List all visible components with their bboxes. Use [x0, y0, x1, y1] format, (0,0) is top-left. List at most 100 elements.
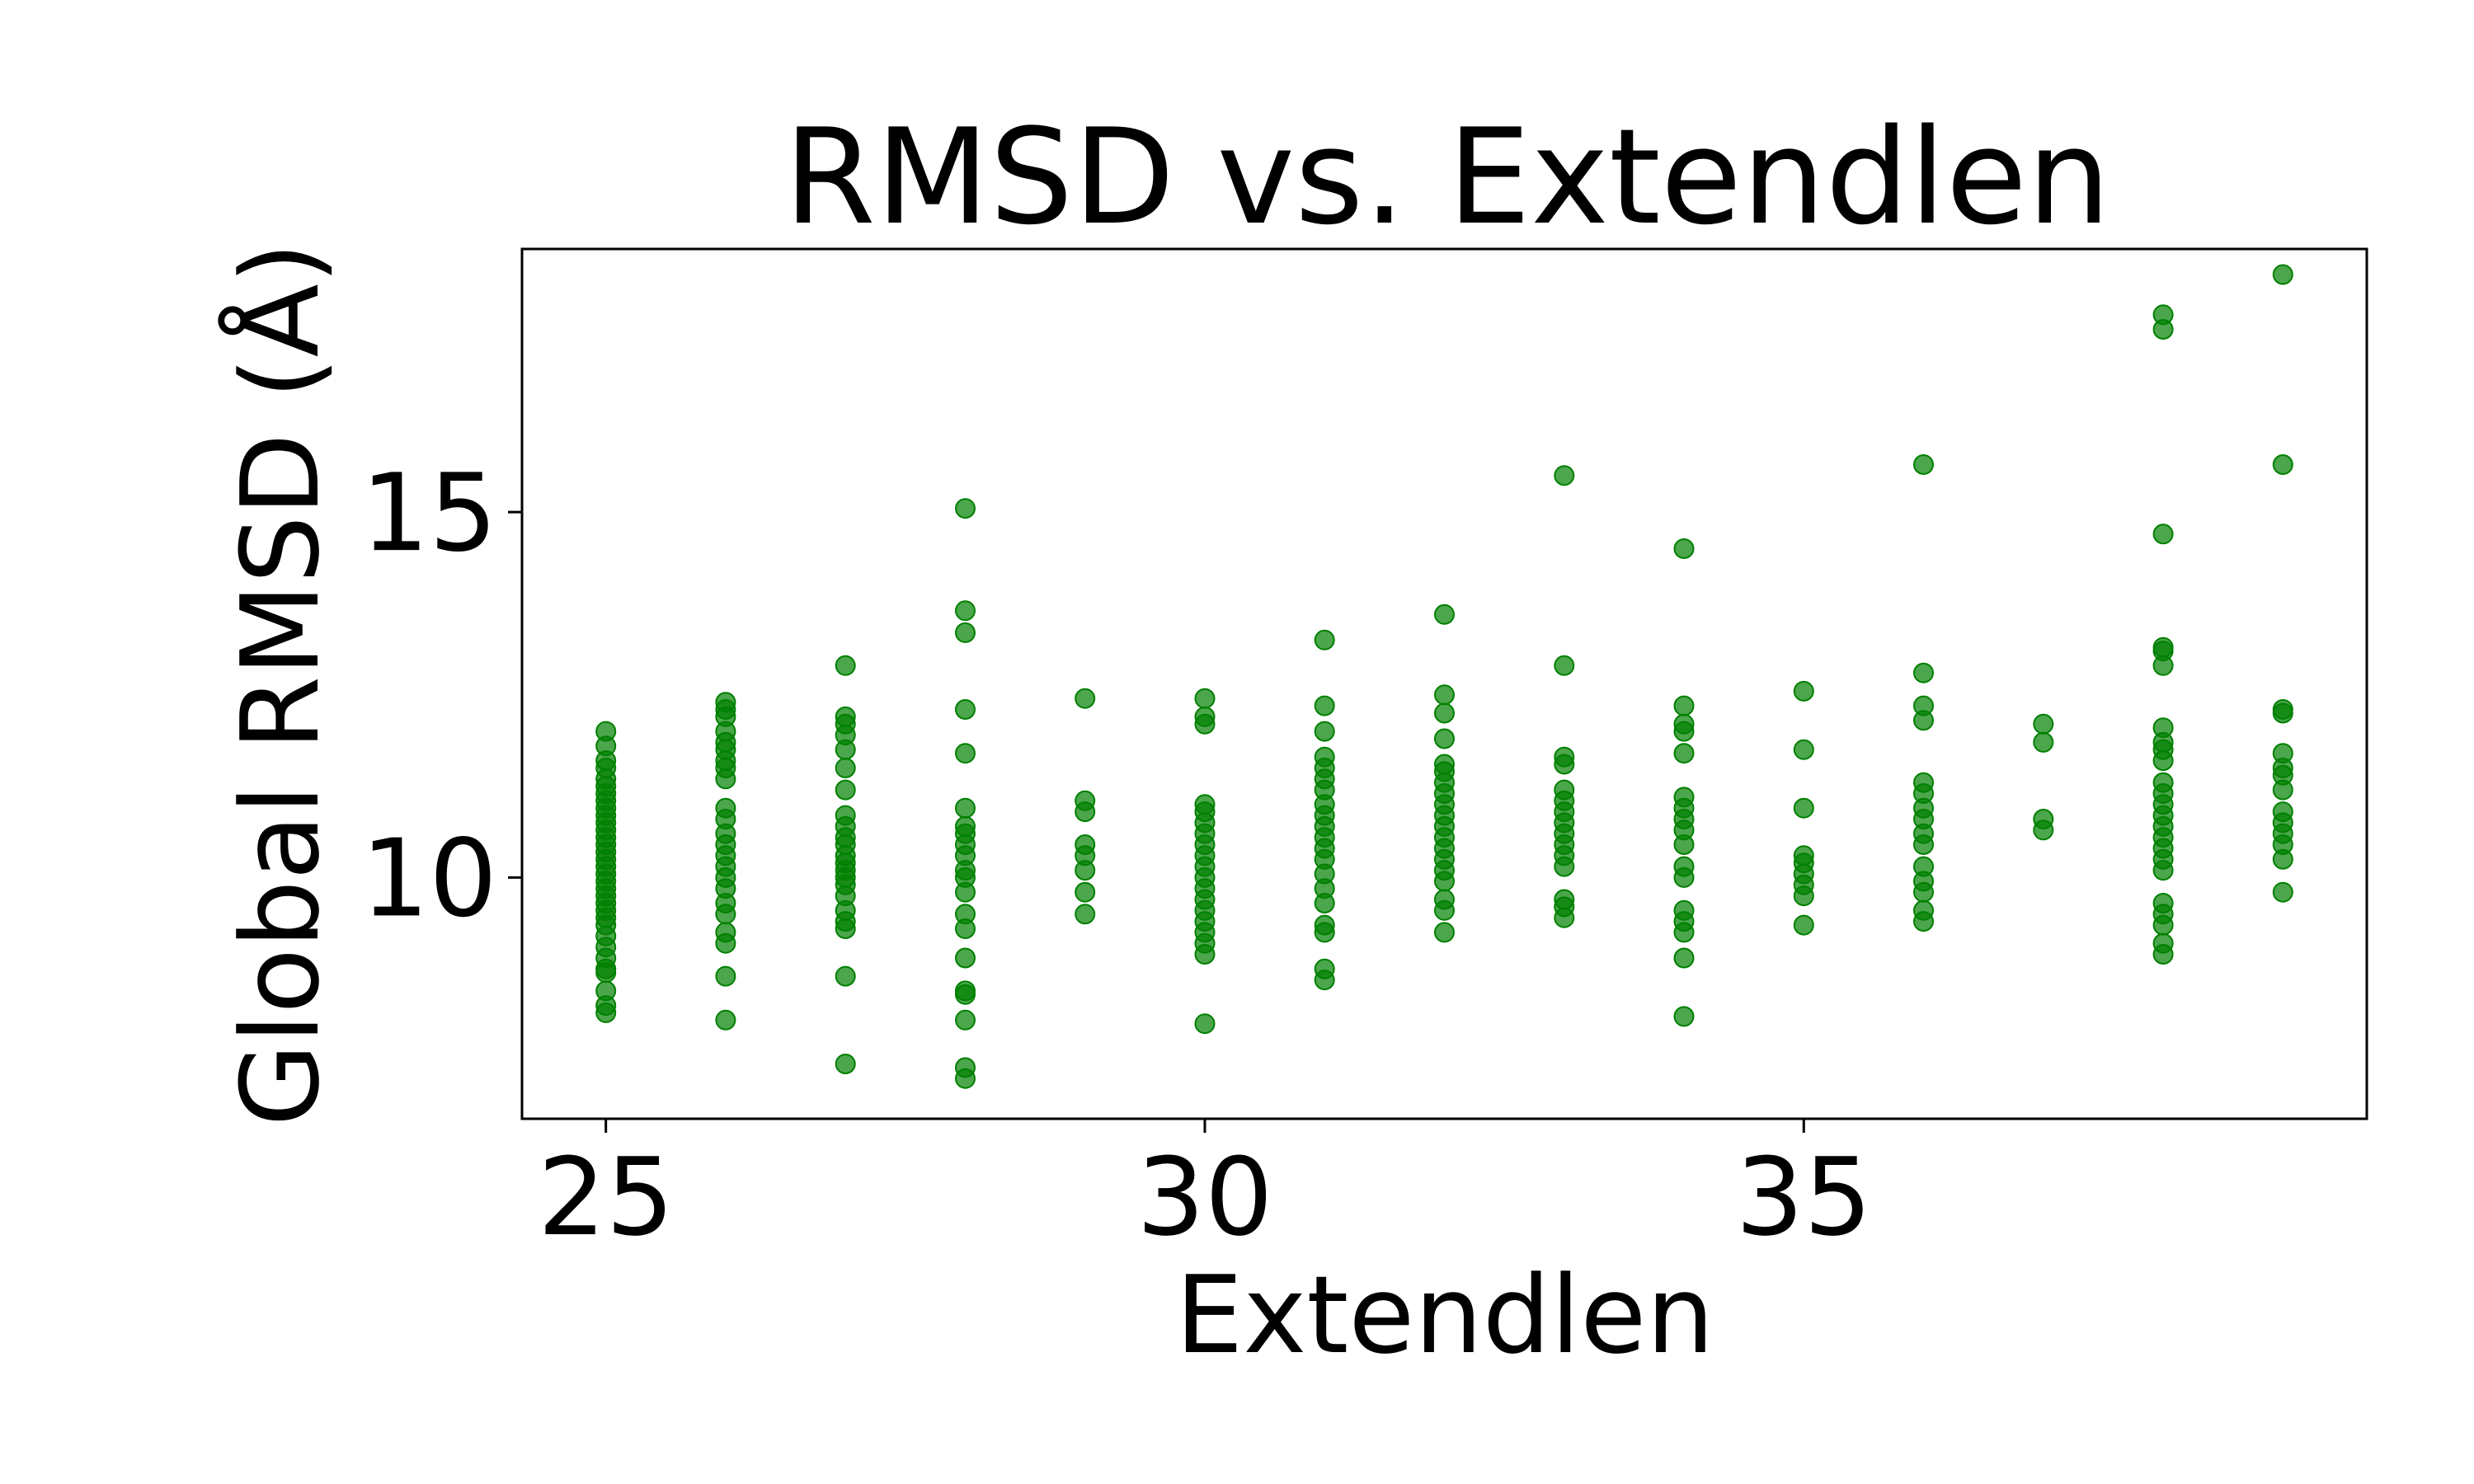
data-point — [2152, 524, 2174, 545]
data-point — [955, 699, 976, 720]
data-point — [1434, 754, 1455, 775]
data-point — [715, 692, 736, 713]
data-point — [835, 1054, 856, 1074]
data-point — [1075, 881, 1096, 903]
data-point — [1673, 947, 1695, 969]
x-axis-label: Extendlen — [1175, 1252, 1714, 1378]
data-point — [1913, 772, 1934, 793]
data-point — [2152, 893, 2174, 913]
data-point — [1793, 914, 1814, 936]
data-point — [715, 797, 736, 819]
data-point — [595, 980, 617, 1002]
data-point — [715, 965, 736, 987]
data-point — [1793, 739, 1814, 760]
data-point — [1554, 889, 1575, 910]
data-point — [1075, 904, 1096, 925]
data-point — [2152, 772, 2174, 793]
data-point — [595, 721, 617, 742]
data-point — [1434, 889, 1455, 910]
data-point — [955, 1009, 976, 1031]
data-point — [1314, 958, 1335, 979]
data-point — [955, 498, 976, 519]
data-point — [835, 706, 856, 727]
x-axis-ticks: 25 30 35 — [538, 1119, 1872, 1260]
data-point — [715, 922, 736, 943]
data-point — [835, 655, 856, 676]
data-point — [1793, 797, 1814, 819]
data-point — [1554, 779, 1575, 801]
data-point — [1793, 845, 1814, 866]
data-point — [955, 622, 976, 643]
data-point — [955, 947, 976, 969]
data-point — [2033, 809, 2054, 829]
data-point — [1434, 922, 1455, 943]
data-point — [2272, 264, 2293, 285]
data-point — [2152, 304, 2174, 326]
data-point — [955, 1057, 976, 1078]
x-tick-label: 35 — [1736, 1134, 1872, 1260]
data-point — [1793, 680, 1814, 702]
chart-title: RMSD vs. Extendlen — [784, 100, 2111, 254]
data-point — [1075, 834, 1096, 855]
data-point — [955, 600, 976, 622]
data-point — [955, 904, 976, 925]
data-point — [1434, 728, 1455, 749]
data-point — [2033, 713, 2054, 735]
data-point — [955, 797, 976, 819]
data-point — [2272, 801, 2293, 823]
data-point — [835, 805, 856, 826]
data-point — [1075, 688, 1096, 709]
data-point — [1673, 787, 1695, 808]
y-tick-label: 10 — [361, 815, 497, 941]
data-point — [1913, 856, 1934, 877]
data-point — [955, 743, 976, 764]
data-point — [1673, 743, 1695, 764]
data-points — [595, 264, 2293, 1089]
data-point — [1554, 465, 1575, 486]
data-point — [1554, 746, 1575, 768]
x-tick-label: 25 — [538, 1134, 674, 1260]
data-point — [2272, 454, 2293, 475]
x-tick-label: 30 — [1136, 1134, 1272, 1260]
data-point — [1194, 794, 1216, 815]
data-point — [1673, 1006, 1695, 1027]
y-axis-ticks: 10 15 — [361, 450, 522, 941]
data-point — [2272, 699, 2293, 720]
data-point — [1075, 790, 1096, 811]
data-point — [1673, 538, 1695, 559]
data-point — [1314, 695, 1335, 716]
data-point — [1913, 695, 1934, 716]
data-point — [1673, 695, 1695, 716]
data-point — [1314, 746, 1335, 768]
data-point — [2272, 881, 2293, 903]
data-point — [2152, 717, 2174, 739]
data-point — [2272, 743, 2293, 764]
data-point — [1314, 914, 1335, 936]
data-point — [715, 1009, 736, 1031]
y-axis-label: Global RMSD (Å) — [218, 242, 343, 1127]
data-point — [1673, 856, 1695, 877]
data-point — [1434, 603, 1455, 625]
data-point — [1194, 706, 1216, 727]
data-point — [1673, 713, 1695, 735]
data-point — [1434, 702, 1455, 724]
data-point — [2033, 731, 2054, 753]
data-point — [1554, 655, 1575, 676]
data-point — [1194, 688, 1216, 709]
data-point — [835, 758, 856, 778]
data-point — [835, 779, 856, 801]
y-tick-label: 15 — [361, 450, 497, 575]
data-point — [955, 815, 976, 837]
plot-area-frame — [520, 247, 2368, 1120]
data-point — [1314, 629, 1335, 650]
data-point — [1913, 662, 1934, 683]
data-point — [1434, 684, 1455, 706]
data-point — [2152, 636, 2174, 658]
data-point — [1194, 1013, 1216, 1035]
data-point — [1913, 899, 1934, 921]
data-point — [955, 980, 976, 1002]
data-point — [1913, 454, 1934, 475]
data-point — [2152, 932, 2174, 954]
data-point — [1673, 899, 1695, 921]
